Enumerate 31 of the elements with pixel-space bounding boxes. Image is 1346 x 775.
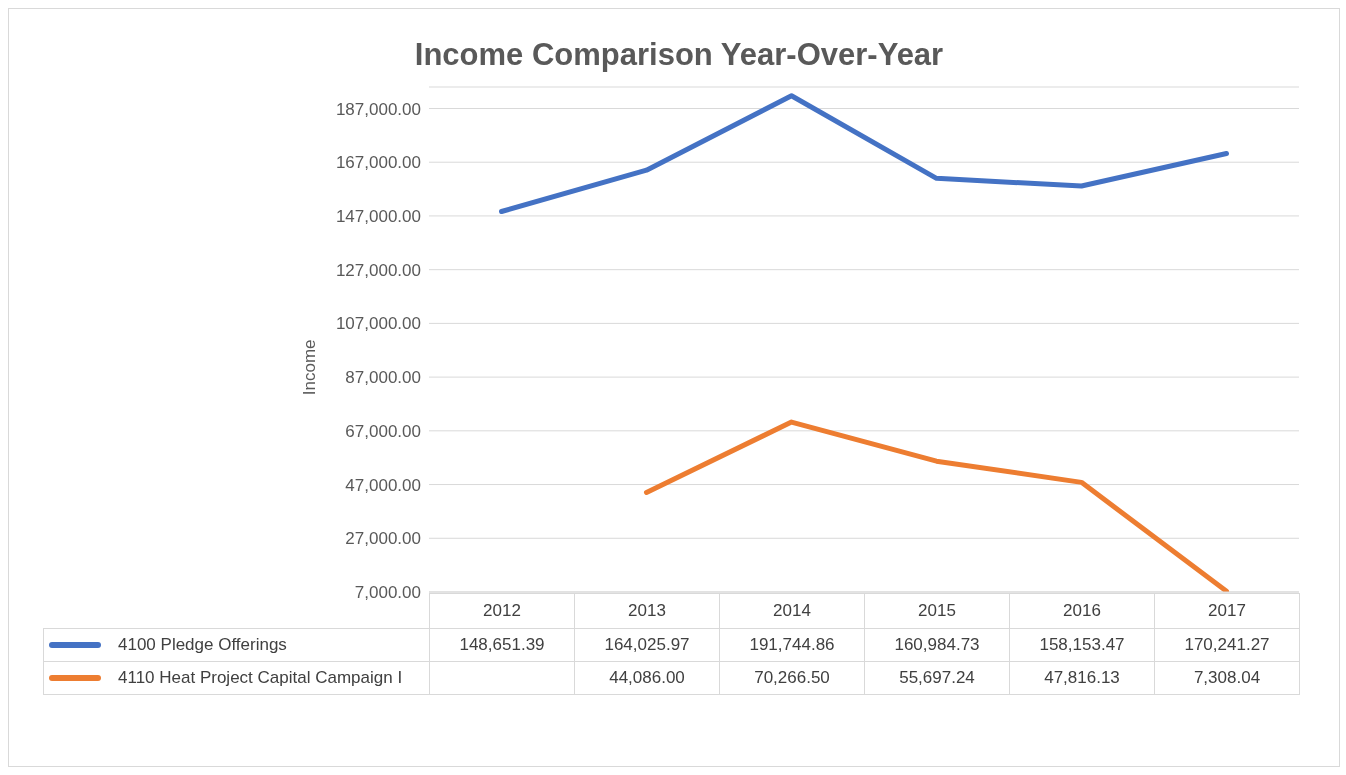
y-tick-label: 47,000.00 [345,475,421,495]
y-tick-label: 147,000.00 [335,206,421,226]
data-label: 164,025.97 [574,628,720,661]
x-tick-label: 2015 [864,593,1010,628]
x-tick-label: 2016 [1009,593,1155,628]
y-tick-label: 67,000.00 [345,421,421,441]
y-tick-label: 127,000.00 [335,260,421,280]
data-label: 47,816.13 [1009,661,1155,694]
y-tick-label: 187,000.00 [335,99,421,119]
chart-title: Income Comparison Year-Over-Year [413,37,945,73]
y-axis-title: Income [300,339,320,396]
y-tick-label: 87,000.00 [345,368,421,388]
x-tick-label: 2013 [574,593,720,628]
data-label: 55,697.24 [864,661,1010,694]
y-tick-label: 7,000.00 [354,583,421,603]
data-label: 158,153.47 [1009,628,1155,661]
data-label: 170,241.27 [1154,628,1300,661]
y-tick-label: 107,000.00 [335,314,421,334]
x-tick-label: 2012 [429,593,575,628]
data-label: 70,266.50 [719,661,865,694]
x-tick-label: 2014 [719,593,865,628]
data-label: 7,308.04 [1154,661,1300,694]
legend-label: 4110 Heat Project Capital Campaign I [118,667,403,688]
data-label: 160,984.73 [864,628,1010,661]
data-label: 44,086.00 [574,661,720,694]
data-label: 191,744.86 [719,628,865,661]
legend-label: 4100 Pledge Offerings [118,634,287,655]
y-tick-label: 27,000.00 [345,529,421,549]
x-tick-label: 2017 [1154,593,1300,628]
y-tick-label: 167,000.00 [335,153,421,173]
data-label: 148,651.39 [429,628,575,661]
